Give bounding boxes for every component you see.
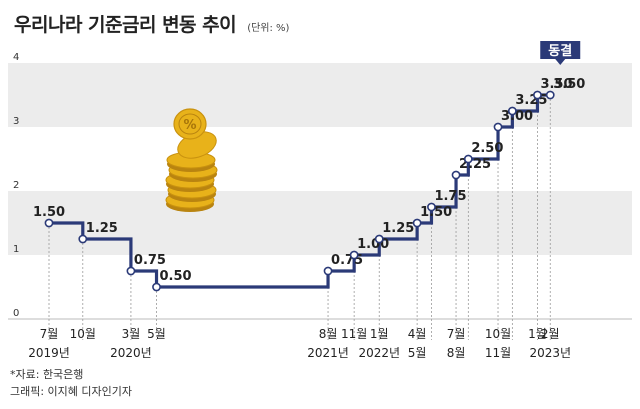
data-label: 2.50 bbox=[471, 141, 503, 156]
rate-step-line bbox=[49, 93, 551, 289]
x-tick-year: 8월 bbox=[447, 346, 466, 360]
x-tick-month: 5월 bbox=[147, 327, 166, 341]
data-point bbox=[374, 234, 384, 244]
data-point bbox=[507, 106, 517, 116]
band-1 bbox=[8, 191, 632, 255]
data-label: 1.50 bbox=[33, 205, 65, 220]
x-tick-year: 5월 bbox=[408, 346, 427, 360]
x-tick-year: 2020년 bbox=[110, 346, 152, 360]
chart-title: 우리나라 기준금리 변동 추이 bbox=[14, 14, 237, 36]
y-tick-label: 0 bbox=[13, 308, 19, 319]
data-point bbox=[463, 154, 473, 164]
data-point bbox=[78, 234, 88, 244]
source-note: *자료: 한국은행 bbox=[10, 368, 84, 381]
annotation-label: 동결 bbox=[548, 43, 572, 59]
x-tick-year: 2023년 bbox=[529, 346, 571, 360]
x-tick-year: 2022년 bbox=[358, 346, 400, 360]
data-label: 1.00 bbox=[357, 237, 389, 252]
data-point bbox=[349, 250, 359, 260]
x-tick-month: 3월 bbox=[122, 327, 141, 341]
y-axis: 0 1 2 3 4 bbox=[13, 52, 19, 319]
annotation-pointer bbox=[555, 59, 566, 65]
data-point bbox=[427, 202, 436, 212]
rate-series: 1.501.250.750.500.751.001.251.501.752.25… bbox=[33, 77, 585, 292]
x-tick-year: 11월 bbox=[485, 346, 511, 360]
data-label: 3.25 bbox=[515, 93, 547, 108]
data-label: 0.50 bbox=[160, 269, 192, 284]
x-tick-month: 8월 bbox=[319, 327, 338, 341]
percent-icon: % bbox=[183, 118, 196, 133]
data-label: 1.50 bbox=[420, 205, 452, 220]
x-tick-month: 2월 bbox=[541, 327, 560, 341]
data-point bbox=[126, 266, 136, 276]
x-tick-year: 2019년 bbox=[28, 346, 70, 360]
data-point bbox=[451, 170, 461, 180]
data-point bbox=[323, 266, 333, 276]
x-tick-month: 4월 bbox=[408, 327, 427, 341]
x-tick-month: 1월 bbox=[528, 327, 547, 341]
data-point bbox=[44, 218, 54, 228]
coin-stack-illustration: % bbox=[165, 108, 218, 212]
data-point bbox=[412, 218, 422, 228]
data-label: 3.50 bbox=[553, 77, 585, 92]
coin-rim bbox=[178, 113, 202, 135]
data-label: 3.50 bbox=[540, 77, 572, 92]
data-label: 1.25 bbox=[382, 221, 414, 236]
y-tick-label: 2 bbox=[13, 180, 19, 191]
data-label: 1.75 bbox=[434, 189, 466, 204]
x-tick-month: 10월 bbox=[70, 327, 96, 341]
y-tick-label: 3 bbox=[13, 116, 19, 127]
data-point bbox=[152, 282, 161, 292]
guide-lines bbox=[48, 99, 551, 340]
data-label: 3.00 bbox=[501, 109, 533, 124]
x-tick-month: 7월 bbox=[447, 327, 466, 341]
graphic-credit: 그래픽: 이지혜 디자인기자 bbox=[10, 385, 133, 398]
data-label: 2.25 bbox=[459, 157, 491, 172]
chart-footer: *자료: 한국은행 그래픽: 이지혜 디자인기자 bbox=[10, 366, 132, 400]
y-tick-label: 4 bbox=[13, 52, 19, 63]
x-tick-month: 1월 bbox=[370, 327, 389, 341]
annotation-box bbox=[540, 41, 581, 59]
data-label: 0.75 bbox=[134, 253, 166, 268]
x-tick-month: 10월 bbox=[485, 327, 511, 341]
x-tick-year: 2021년 bbox=[307, 346, 349, 360]
data-label: 1.25 bbox=[86, 221, 118, 236]
y-tick-label: 1 bbox=[13, 244, 19, 255]
x-tick-month: 7월 bbox=[40, 327, 59, 341]
band-3 bbox=[8, 63, 632, 127]
background-bands bbox=[8, 63, 632, 320]
data-point bbox=[545, 90, 555, 100]
freeze-annotation: 동결 bbox=[540, 41, 581, 65]
data-point bbox=[493, 122, 503, 132]
data-point bbox=[533, 90, 542, 100]
chart-header: 우리나라 기준금리 변동 추이 (단위: %) bbox=[14, 10, 289, 37]
chart-unit: (단위: %) bbox=[247, 23, 290, 34]
x-tick-month: 11월 bbox=[341, 327, 367, 341]
